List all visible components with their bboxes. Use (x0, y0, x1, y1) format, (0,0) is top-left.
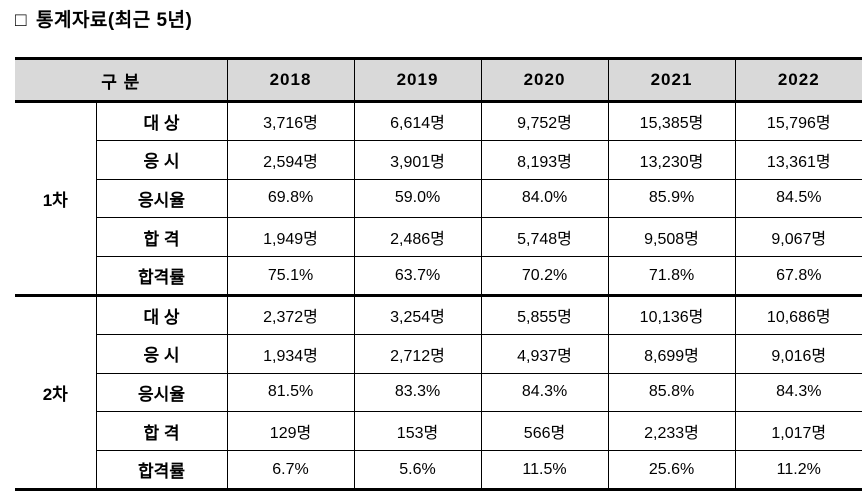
page-title: □ 통계자료(최근 5년) (15, 5, 192, 32)
stat-value: 85.9% (607, 178, 736, 219)
stat-value: 83.3% (353, 372, 482, 413)
stat-value: 84.0% (480, 178, 609, 219)
table-header-row: 구 분 2018 2019 2020 2021 2022 (15, 58, 863, 103)
stat-value: 6.7% (226, 450, 355, 490)
stat-value: 71.8% (607, 256, 736, 297)
table-row: 2차 대 상 2,372명 3,254명 5,855명 10,136명 10,6… (15, 294, 863, 490)
stat-value: 70.2% (480, 256, 609, 297)
stat-value: 13,361명 (734, 139, 863, 180)
table-row: 응시율 69.8% 59.0% 84.0% 85.9% 84.5% (15, 178, 863, 219)
table-row: 합격률 6.7% 5.6% 11.5% 25.6% 11.2% (15, 450, 863, 490)
stat-value: 67.8% (734, 256, 863, 297)
square-bullet-icon: □ (15, 10, 27, 31)
stat-value: 75.1% (226, 256, 355, 297)
stat-value: 85.8% (607, 372, 736, 413)
stat-value: 2,486명 (353, 217, 482, 258)
stat-value: 8,699명 (607, 333, 736, 374)
stat-value: 11.2% (734, 450, 863, 490)
stat-value: 63.7% (353, 256, 482, 297)
column-header-year: 2019 (353, 58, 482, 103)
table-row: 합 격 1,949명 2,486명 5,748명 9,508명 9,067명 (15, 217, 863, 258)
stat-value: 1,934명 (226, 333, 355, 374)
column-header-year: 2018 (226, 58, 355, 103)
stat-value: 13,230명 (607, 139, 736, 180)
row-label: 합 격 (95, 411, 228, 452)
stat-value: 566명 (480, 411, 609, 452)
table-row: 응 시 2,594명 3,901명 8,193명 13,230명 13,361명 (15, 139, 863, 180)
stat-value: 9,067명 (734, 217, 863, 258)
column-header-year: 2022 (734, 58, 863, 103)
stat-value: 15,385명 (607, 101, 736, 141)
stat-value: 10,136명 (607, 294, 736, 335)
stat-value: 81.5% (226, 372, 355, 413)
section-label: 2차 (15, 294, 97, 490)
row-label: 대 상 (95, 294, 228, 335)
stat-value: 10,686명 (734, 294, 863, 335)
page-title-text: 통계자료(최근 5년) (35, 10, 193, 31)
stat-value: 3,716명 (226, 101, 355, 141)
row-label: 응시율 (95, 178, 228, 219)
stat-value: 69.8% (226, 178, 355, 219)
stat-value: 6,614명 (353, 101, 482, 141)
stat-value: 2,233명 (607, 411, 736, 452)
stat-value: 15,796명 (734, 101, 863, 141)
stat-value: 129명 (226, 411, 355, 452)
table-row: 응시율 81.5% 83.3% 84.3% 85.8% 84.3% (15, 372, 863, 413)
stat-value: 5.6% (353, 450, 482, 490)
stat-value: 153명 (353, 411, 482, 452)
column-header-year: 2021 (607, 58, 736, 103)
row-label: 응 시 (95, 139, 228, 180)
section-label: 1차 (15, 101, 97, 297)
stat-value: 59.0% (353, 178, 482, 219)
stat-value: 8,193명 (480, 139, 609, 180)
table-row: 합격률 75.1% 63.7% 70.2% 71.8% 67.8% (15, 256, 863, 297)
stat-value: 1,017명 (734, 411, 863, 452)
stat-value: 5,855명 (480, 294, 609, 335)
row-label: 응시율 (95, 372, 228, 413)
row-label: 응 시 (95, 333, 228, 374)
row-label: 합 격 (95, 217, 228, 258)
column-header-category: 구 분 (15, 58, 228, 103)
stat-value: 5,748명 (480, 217, 609, 258)
stat-value: 84.3% (734, 372, 863, 413)
stat-value: 9,016명 (734, 333, 863, 374)
stat-value: 9,508명 (607, 217, 736, 258)
table-row: 응 시 1,934명 2,712명 4,937명 8,699명 9,016명 (15, 333, 863, 374)
row-label: 대 상 (95, 101, 228, 141)
table-row: 합 격 129명 153명 566명 2,233명 1,017명 (15, 411, 863, 452)
stat-value: 1,949명 (226, 217, 355, 258)
stat-value: 84.5% (734, 178, 863, 219)
section-round-1: 1차 대 상 3,716명 6,614명 9,752명 15,385명 15,7… (15, 101, 863, 297)
statistics-table: 구 분 2018 2019 2020 2021 2022 1차 대 상 3,71… (15, 57, 863, 491)
stat-value: 11.5% (480, 450, 609, 490)
stat-value: 25.6% (607, 450, 736, 490)
stat-value: 2,712명 (353, 333, 482, 374)
section-round-2: 2차 대 상 2,372명 3,254명 5,855명 10,136명 10,6… (15, 294, 863, 490)
stat-value: 3,901명 (353, 139, 482, 180)
stat-value: 3,254명 (353, 294, 482, 335)
stat-value: 9,752명 (480, 101, 609, 141)
row-label: 합격률 (95, 450, 228, 490)
table-row: 1차 대 상 3,716명 6,614명 9,752명 15,385명 15,7… (15, 101, 863, 297)
stat-value: 4,937명 (480, 333, 609, 374)
stat-value: 84.3% (480, 372, 609, 413)
column-header-year: 2020 (480, 58, 609, 103)
stat-value: 2,594명 (226, 139, 355, 180)
stat-value: 2,372명 (226, 294, 355, 335)
row-label: 합격률 (95, 256, 228, 297)
